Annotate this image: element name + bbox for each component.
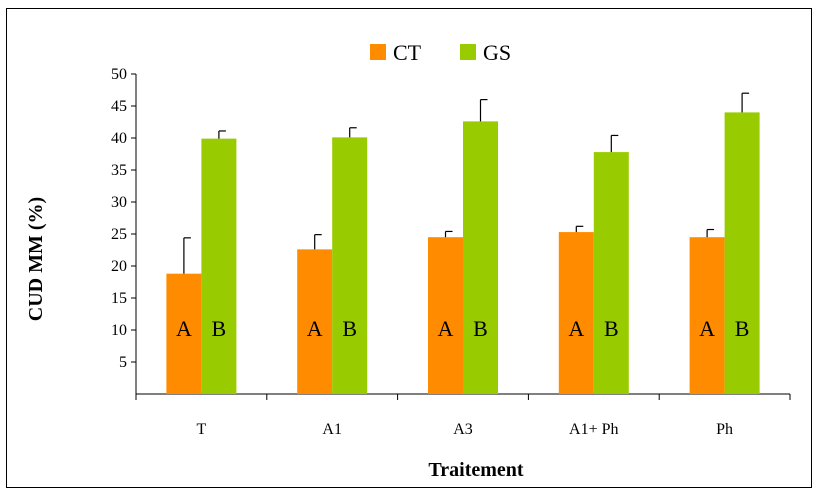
legend-swatch-gs [460,44,476,60]
y-tick-label: 15 [111,290,127,307]
y-tick-label: 5 [119,354,127,371]
y-axis-title: CUD MM (%) [25,197,47,321]
significance-label: B [604,316,619,341]
y-tick-label: 45 [111,98,127,115]
x-axis-title: Traitement [428,459,523,481]
y-tick-label: 25 [111,226,127,243]
significance-label: A [568,316,584,341]
y-tick-label: 20 [111,258,127,275]
significance-label: B [212,316,227,341]
chart-frame [6,8,812,488]
bar-gs [332,137,368,395]
significance-label: A [307,316,323,341]
significance-label: A [438,316,454,341]
bar-ct [166,273,202,394]
significance-label: B [342,316,357,341]
bar-gs [593,152,629,394]
y-tick-label: 30 [111,194,127,211]
bar-gs [724,112,760,395]
x-tick-label: A3 [453,421,473,438]
legend-label-ct: CT [393,40,422,65]
y-tick-label: 10 [111,322,127,339]
legend: CT GS [370,40,511,65]
bar-ct [689,237,725,394]
significance-label: A [699,316,715,341]
bar-ct [297,249,333,394]
y-tick-label: 40 [111,130,127,147]
x-tick-label: A1+ Ph [569,421,618,438]
bar-ct [558,232,594,394]
y-tick-label: 35 [111,162,127,179]
x-tick-label: T [197,421,207,438]
bar-ct [428,237,463,394]
significance-label: B [735,316,750,341]
bars: A A A A AB B B B B [166,92,760,395]
y-axis: 5 10 15 20 25 30 35 40 45 50 [111,66,137,394]
x-tick-label: A1 [322,421,342,438]
significance-label: B [473,316,488,341]
legend-swatch-ct [370,44,386,60]
x-tick-label: Ph [716,421,733,438]
bar-gs [201,138,237,394]
x-axis: T A1 A3 A1+ Ph Ph [135,393,791,438]
significance-label: A [176,316,192,341]
legend-label-gs: GS [483,40,511,65]
bar-gs [463,121,498,395]
y-tick-label: 50 [111,66,127,83]
